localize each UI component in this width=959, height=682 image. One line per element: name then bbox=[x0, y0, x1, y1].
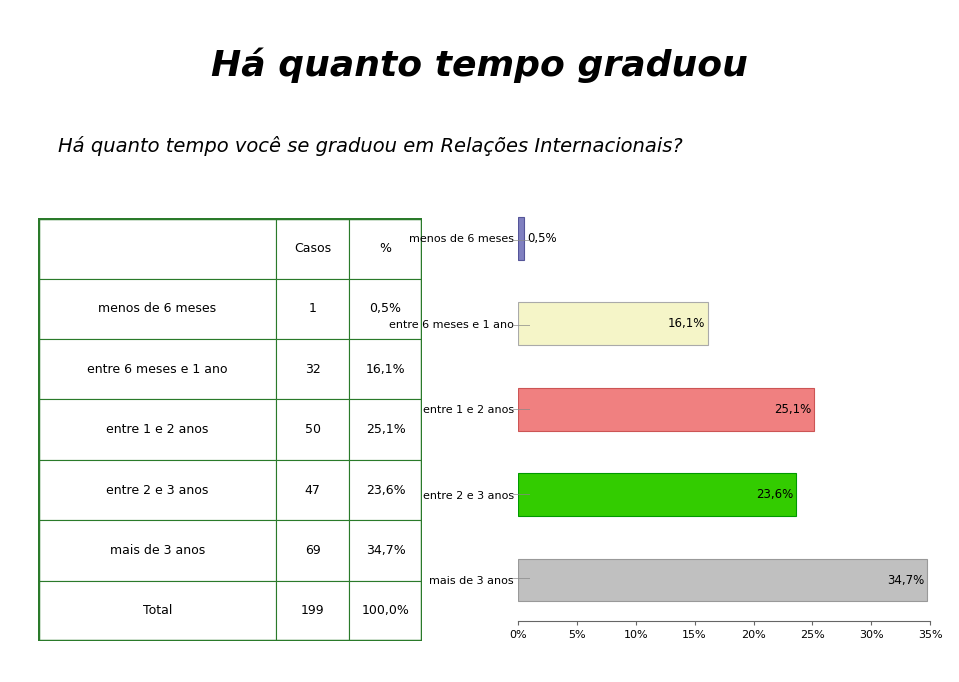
Text: 199: 199 bbox=[301, 604, 324, 617]
Text: 47: 47 bbox=[305, 484, 320, 496]
Bar bbox=[349, 520, 422, 580]
Bar bbox=[38, 520, 276, 580]
Bar bbox=[349, 279, 422, 339]
Bar bbox=[349, 339, 422, 400]
Bar bbox=[349, 218, 422, 279]
Bar bbox=[276, 580, 349, 641]
Bar bbox=[276, 279, 349, 339]
Bar bbox=[38, 460, 276, 520]
Text: 25,1%: 25,1% bbox=[774, 402, 811, 416]
Bar bbox=[518, 559, 926, 602]
Text: 50: 50 bbox=[305, 423, 320, 436]
Text: 23,6%: 23,6% bbox=[365, 484, 406, 496]
Bar bbox=[38, 580, 276, 641]
Bar bbox=[38, 279, 276, 339]
Bar bbox=[518, 217, 524, 260]
Text: 100,0%: 100,0% bbox=[362, 604, 409, 617]
Bar bbox=[518, 302, 708, 345]
Bar bbox=[276, 520, 349, 580]
Text: menos de 6 meses: menos de 6 meses bbox=[98, 302, 217, 315]
Bar bbox=[276, 400, 349, 460]
Bar bbox=[276, 218, 349, 279]
Text: Total: Total bbox=[143, 604, 172, 617]
Bar bbox=[518, 388, 813, 430]
Text: Há quanto tempo graduou: Há quanto tempo graduou bbox=[211, 48, 748, 83]
Text: Há quanto tempo você se graduou em Relações Internacionais?: Há quanto tempo você se graduou em Relaç… bbox=[58, 136, 682, 156]
Text: 23,6%: 23,6% bbox=[757, 488, 793, 501]
Bar bbox=[276, 460, 349, 520]
Text: 1: 1 bbox=[309, 302, 316, 315]
Bar bbox=[38, 218, 276, 279]
Text: 34,7%: 34,7% bbox=[365, 544, 406, 557]
Bar bbox=[349, 580, 422, 641]
Text: 69: 69 bbox=[305, 544, 320, 557]
Text: 34,7%: 34,7% bbox=[887, 574, 924, 587]
Text: Casos: Casos bbox=[294, 242, 331, 255]
Bar bbox=[276, 339, 349, 400]
Text: 0,5%: 0,5% bbox=[369, 302, 402, 315]
Text: 0,5%: 0,5% bbox=[527, 232, 557, 245]
Text: 32: 32 bbox=[305, 363, 320, 376]
Text: entre 2 e 3 anos: entre 2 e 3 anos bbox=[106, 484, 208, 496]
Text: %: % bbox=[380, 242, 391, 255]
Text: 25,1%: 25,1% bbox=[365, 423, 406, 436]
Text: mais de 3 anos: mais de 3 anos bbox=[109, 544, 205, 557]
Bar bbox=[349, 460, 422, 520]
Bar bbox=[38, 339, 276, 400]
Bar bbox=[349, 400, 422, 460]
Bar bbox=[518, 473, 796, 516]
Text: 16,1%: 16,1% bbox=[365, 363, 406, 376]
Text: entre 1 e 2 anos: entre 1 e 2 anos bbox=[106, 423, 208, 436]
Text: 16,1%: 16,1% bbox=[667, 317, 705, 330]
Bar bbox=[38, 400, 276, 460]
Text: entre 6 meses e 1 ano: entre 6 meses e 1 ano bbox=[87, 363, 227, 376]
